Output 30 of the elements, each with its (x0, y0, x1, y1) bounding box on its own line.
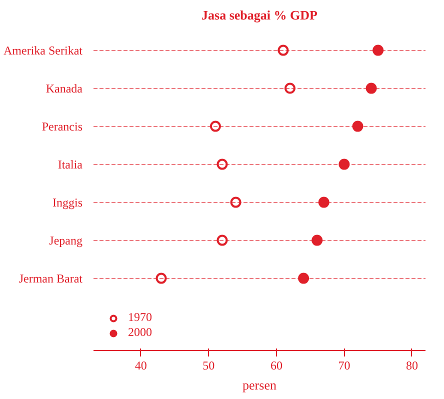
x-axis-title: persen (242, 378, 277, 392)
y-tick-label: Perancis (42, 119, 83, 134)
point (298, 272, 310, 284)
point (216, 158, 228, 170)
point (210, 120, 221, 132)
point (156, 272, 167, 284)
chart-title: Jasa sebagai % GDP (202, 8, 318, 22)
point (366, 82, 377, 94)
x-tick-label: 70 (338, 358, 350, 372)
point (278, 44, 289, 56)
point (216, 234, 228, 246)
y-tick-label: Amerika Serikat (4, 43, 84, 58)
x-tick-label: 40 (134, 358, 147, 372)
legend-label: 2000 (128, 325, 152, 340)
point (318, 196, 330, 208)
point (352, 120, 364, 132)
x-tick-label: 60 (270, 358, 282, 372)
x-tick-label: 80 (406, 358, 418, 372)
point (284, 82, 296, 94)
point (372, 44, 384, 56)
point (230, 196, 242, 208)
legend-label: 1970 (128, 310, 152, 325)
y-tick-label: Jepang (49, 233, 83, 248)
y-tick-label: Italia (58, 157, 84, 172)
point (312, 234, 323, 246)
point (338, 158, 350, 170)
y-tick-label: Inggis (52, 195, 83, 210)
y-tick-label: Jerman Barat (18, 271, 84, 286)
x-tick-label: 50 (202, 358, 215, 372)
y-tick-label: Kanada (46, 81, 84, 96)
